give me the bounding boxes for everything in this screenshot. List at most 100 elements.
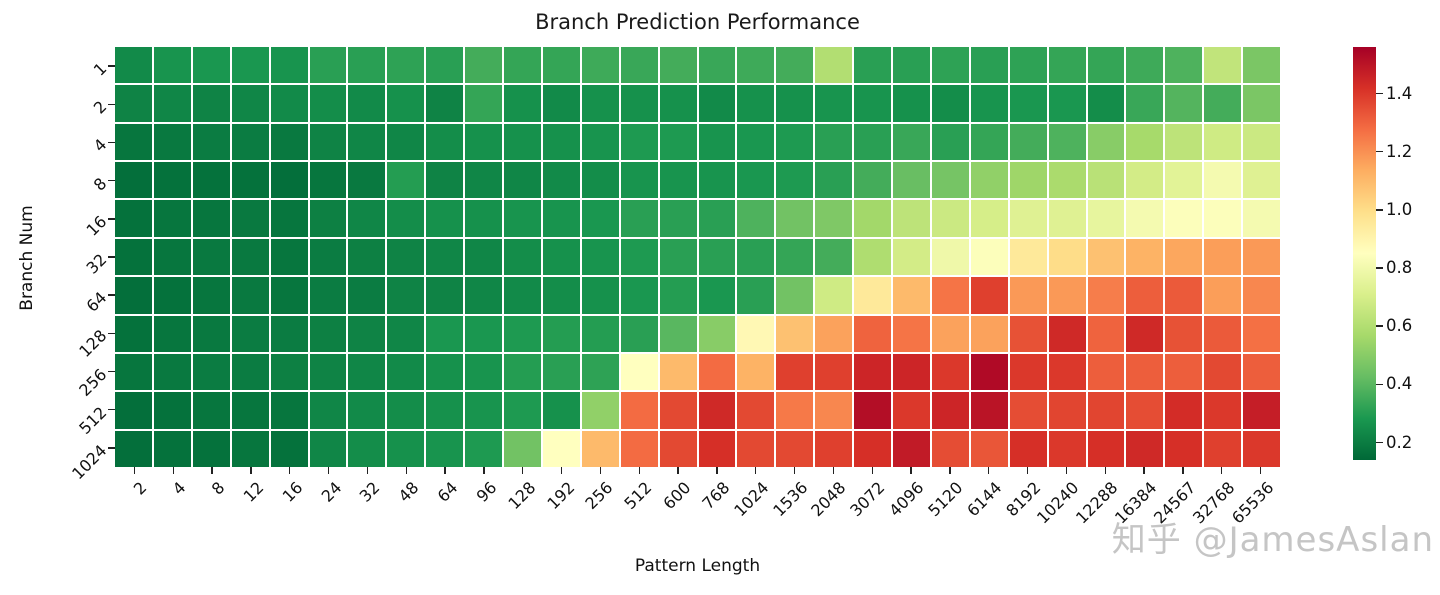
heatmap-cell [1204, 392, 1242, 429]
heatmap-cell [970, 162, 1008, 199]
heatmap-cell [698, 162, 736, 199]
heatmap-cell [1126, 392, 1164, 429]
heatmap-cell [815, 162, 853, 199]
heatmap-cell [854, 277, 891, 314]
heatmap-cell [581, 200, 619, 237]
heatmap-cell [115, 315, 152, 352]
heatmap-cell [1126, 47, 1164, 84]
heatmap-cell [970, 392, 1008, 429]
heatmap-cell [1126, 277, 1164, 314]
heatmap-cell [659, 47, 697, 84]
heatmap-cell [231, 162, 269, 199]
heatmap-cell [1087, 238, 1125, 276]
heatmap-cell [426, 392, 464, 429]
heatmap-cell [270, 315, 308, 352]
heatmap-cell [1165, 315, 1203, 352]
x-tick-mark [1259, 467, 1262, 474]
x-tick-mark [910, 467, 912, 474]
heatmap-cell [1165, 200, 1203, 237]
heatmap-cell [1243, 123, 1280, 161]
heatmap-cell [1087, 353, 1125, 391]
heatmap-cell [1243, 47, 1280, 84]
heatmap-cell [542, 392, 580, 429]
heatmap-cell [1204, 238, 1242, 276]
heatmap-cell [815, 123, 853, 161]
heatmap-cell [348, 430, 386, 467]
heatmap-cell [348, 353, 386, 391]
heatmap-cell [776, 47, 814, 84]
heatmap-cell [153, 277, 191, 314]
x-tick-mark [211, 467, 213, 474]
x-tick-mark [1221, 467, 1223, 474]
heatmap-cell [893, 47, 930, 84]
heatmap-cell [387, 47, 425, 84]
heatmap-cell [1204, 430, 1242, 467]
heatmap-cell [270, 162, 308, 199]
heatmap-cell [854, 430, 891, 467]
heatmap-cell [815, 353, 853, 391]
heatmap-cell [348, 238, 386, 276]
heatmap-cell [1048, 315, 1086, 352]
heatmap-cell [581, 47, 619, 84]
heatmap-cell [465, 238, 502, 276]
heatmap-cell [387, 392, 425, 429]
heatmap-cell [115, 85, 152, 122]
heatmap-cell [1087, 392, 1125, 429]
heatmap-cell [542, 315, 580, 352]
heatmap-cell [698, 353, 736, 391]
heatmap-cell [737, 430, 775, 467]
heatmap-cell [970, 47, 1008, 84]
heatmap-cell [581, 85, 619, 122]
x-tick-mark [949, 467, 951, 474]
heatmap-cell [348, 200, 386, 237]
heatmap-cell [776, 430, 814, 467]
x-tick-mark [133, 467, 136, 474]
heatmap-cell [542, 85, 580, 122]
heatmap-cell [1204, 123, 1242, 161]
heatmap-cell [581, 162, 619, 199]
heatmap-cell [698, 85, 736, 122]
heatmap-cell [504, 47, 541, 84]
heatmap-cell [1009, 162, 1047, 199]
y-tick-mark [108, 447, 115, 449]
heatmap-cell [387, 200, 425, 237]
heatmap-cell [893, 85, 930, 122]
heatmap-cell [504, 200, 541, 237]
heatmap-cell [504, 85, 541, 122]
heatmap-cell [1165, 430, 1203, 467]
heatmap-cell [192, 277, 230, 314]
heatmap-cell [970, 200, 1008, 237]
heatmap-cell [504, 277, 541, 314]
heatmap-cell [776, 162, 814, 199]
heatmap-cell [426, 315, 464, 352]
heatmap-cell [620, 238, 658, 276]
heatmap-cell [192, 238, 230, 276]
heatmap-cell [1126, 162, 1164, 199]
heatmap-cell [348, 47, 386, 84]
x-tick-mark [366, 467, 369, 474]
heatmap-cell [115, 277, 152, 314]
heatmap-cell [893, 162, 930, 199]
heatmap-cell [231, 430, 269, 467]
heatmap-cell [620, 392, 658, 429]
heatmap-cell [309, 238, 347, 276]
colorbar-tick-label: 1.2 [1386, 141, 1413, 161]
heatmap-cell [776, 315, 814, 352]
heatmap-cell [737, 353, 775, 391]
heatmap-cell [815, 238, 853, 276]
x-tick-mark [832, 467, 835, 474]
heatmap-cell [931, 123, 969, 161]
heatmap-cell [893, 315, 930, 352]
x-tick-mark [988, 467, 990, 474]
heatmap-cell [504, 238, 541, 276]
heatmap-cell [854, 238, 891, 276]
heatmap-cell [270, 353, 308, 391]
x-tick-mark [483, 467, 485, 474]
heatmap-cell [1087, 430, 1125, 467]
heatmap-cell [931, 47, 969, 84]
heatmap-cell [504, 430, 541, 467]
heatmap-cell [581, 353, 619, 391]
heatmap-cell [815, 315, 853, 352]
heatmap-cell [1243, 200, 1280, 237]
colorbar-tick-mark [1376, 209, 1383, 211]
